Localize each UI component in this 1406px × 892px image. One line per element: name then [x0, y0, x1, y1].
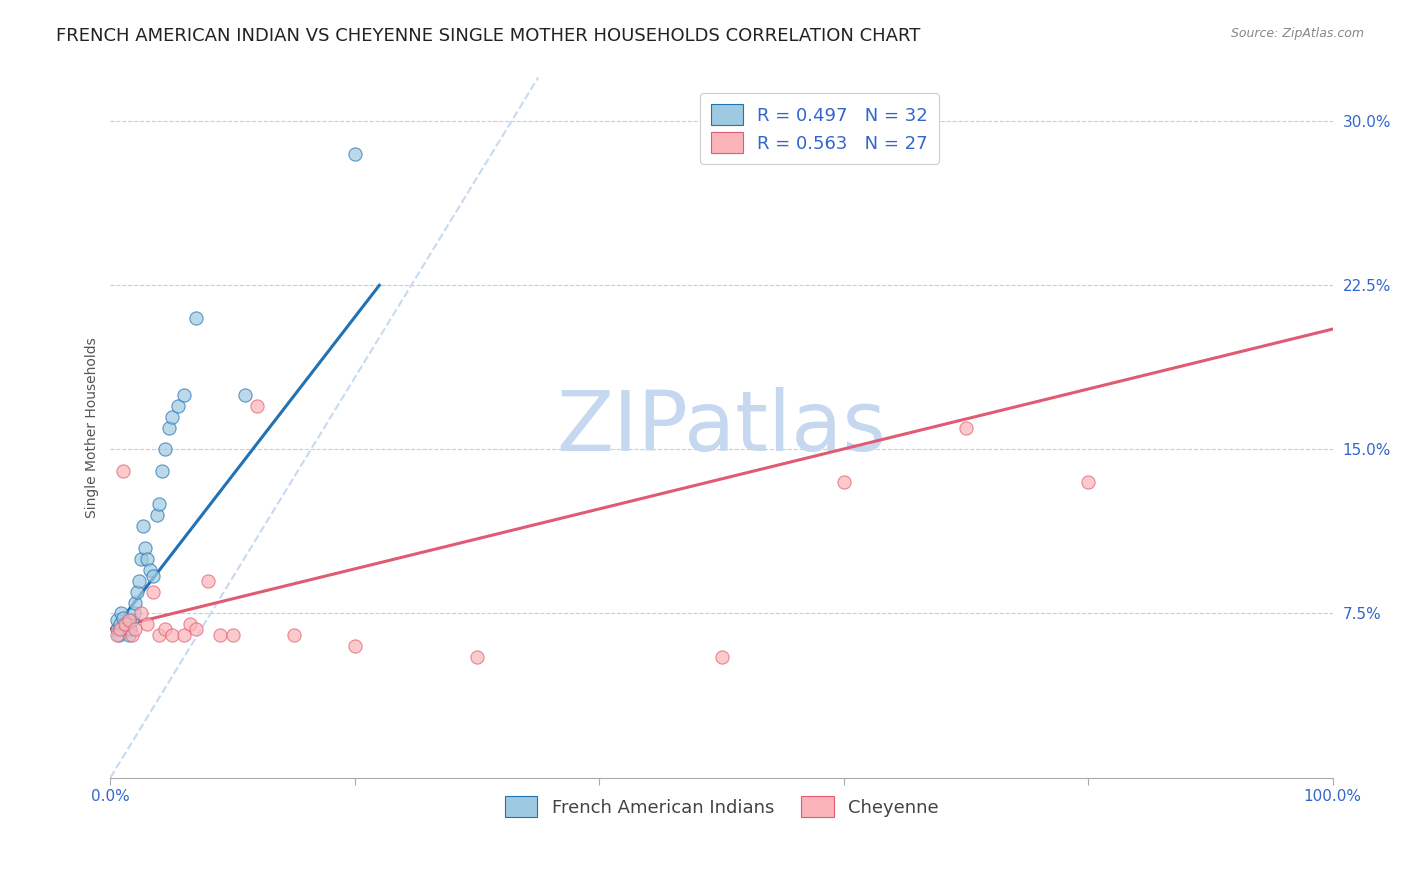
Point	[157, 420, 180, 434]
Point	[118, 613, 141, 627]
Point	[108, 622, 131, 636]
Point	[105, 622, 128, 636]
Point	[233, 387, 256, 401]
Point	[955, 420, 977, 434]
Point	[1077, 475, 1099, 490]
Point	[710, 650, 733, 665]
Point	[111, 611, 134, 625]
Point	[166, 399, 188, 413]
Point	[197, 574, 219, 588]
Point	[184, 622, 207, 636]
Point	[115, 617, 138, 632]
Point	[146, 508, 169, 522]
Point	[105, 628, 128, 642]
Text: FRENCH AMERICAN INDIAN VS CHEYENNE SINGLE MOTHER HOUSEHOLDS CORRELATION CHART: FRENCH AMERICAN INDIAN VS CHEYENNE SINGL…	[56, 27, 921, 45]
Point	[209, 628, 232, 642]
Point	[114, 617, 136, 632]
Point	[173, 387, 195, 401]
Point	[343, 640, 366, 654]
Point	[124, 622, 146, 636]
Point	[118, 628, 141, 642]
Point	[114, 622, 136, 636]
Point	[105, 613, 128, 627]
Point	[142, 584, 165, 599]
Point	[138, 563, 160, 577]
Point	[108, 628, 131, 642]
Point	[173, 628, 195, 642]
Point	[148, 628, 170, 642]
Point	[160, 628, 183, 642]
Point	[343, 147, 366, 161]
Point	[121, 628, 143, 642]
Y-axis label: Single Mother Households: Single Mother Households	[86, 337, 100, 518]
Point	[155, 622, 177, 636]
Point	[160, 409, 183, 424]
Point	[124, 595, 146, 609]
Point	[148, 497, 170, 511]
Point	[142, 569, 165, 583]
Text: ZIPatlas: ZIPatlas	[557, 387, 887, 468]
Point	[179, 617, 201, 632]
Point	[108, 617, 131, 632]
Point	[246, 399, 269, 413]
Point	[128, 574, 150, 588]
Point	[127, 584, 149, 599]
Point	[110, 607, 132, 621]
Point	[184, 311, 207, 326]
Point	[129, 551, 152, 566]
Point	[465, 650, 488, 665]
Text: Source: ZipAtlas.com: Source: ZipAtlas.com	[1230, 27, 1364, 40]
Point	[283, 628, 305, 642]
Point	[221, 628, 243, 642]
Legend: French American Indians, Cheyenne: French American Indians, Cheyenne	[498, 789, 946, 824]
Point	[136, 617, 159, 632]
Point	[111, 464, 134, 478]
Point	[121, 613, 143, 627]
Point	[134, 541, 156, 555]
Point	[122, 607, 145, 621]
Point	[150, 464, 173, 478]
Point	[129, 607, 152, 621]
Point	[132, 519, 155, 533]
Point	[155, 442, 177, 457]
Point	[118, 622, 141, 636]
Point	[136, 551, 159, 566]
Point	[832, 475, 855, 490]
